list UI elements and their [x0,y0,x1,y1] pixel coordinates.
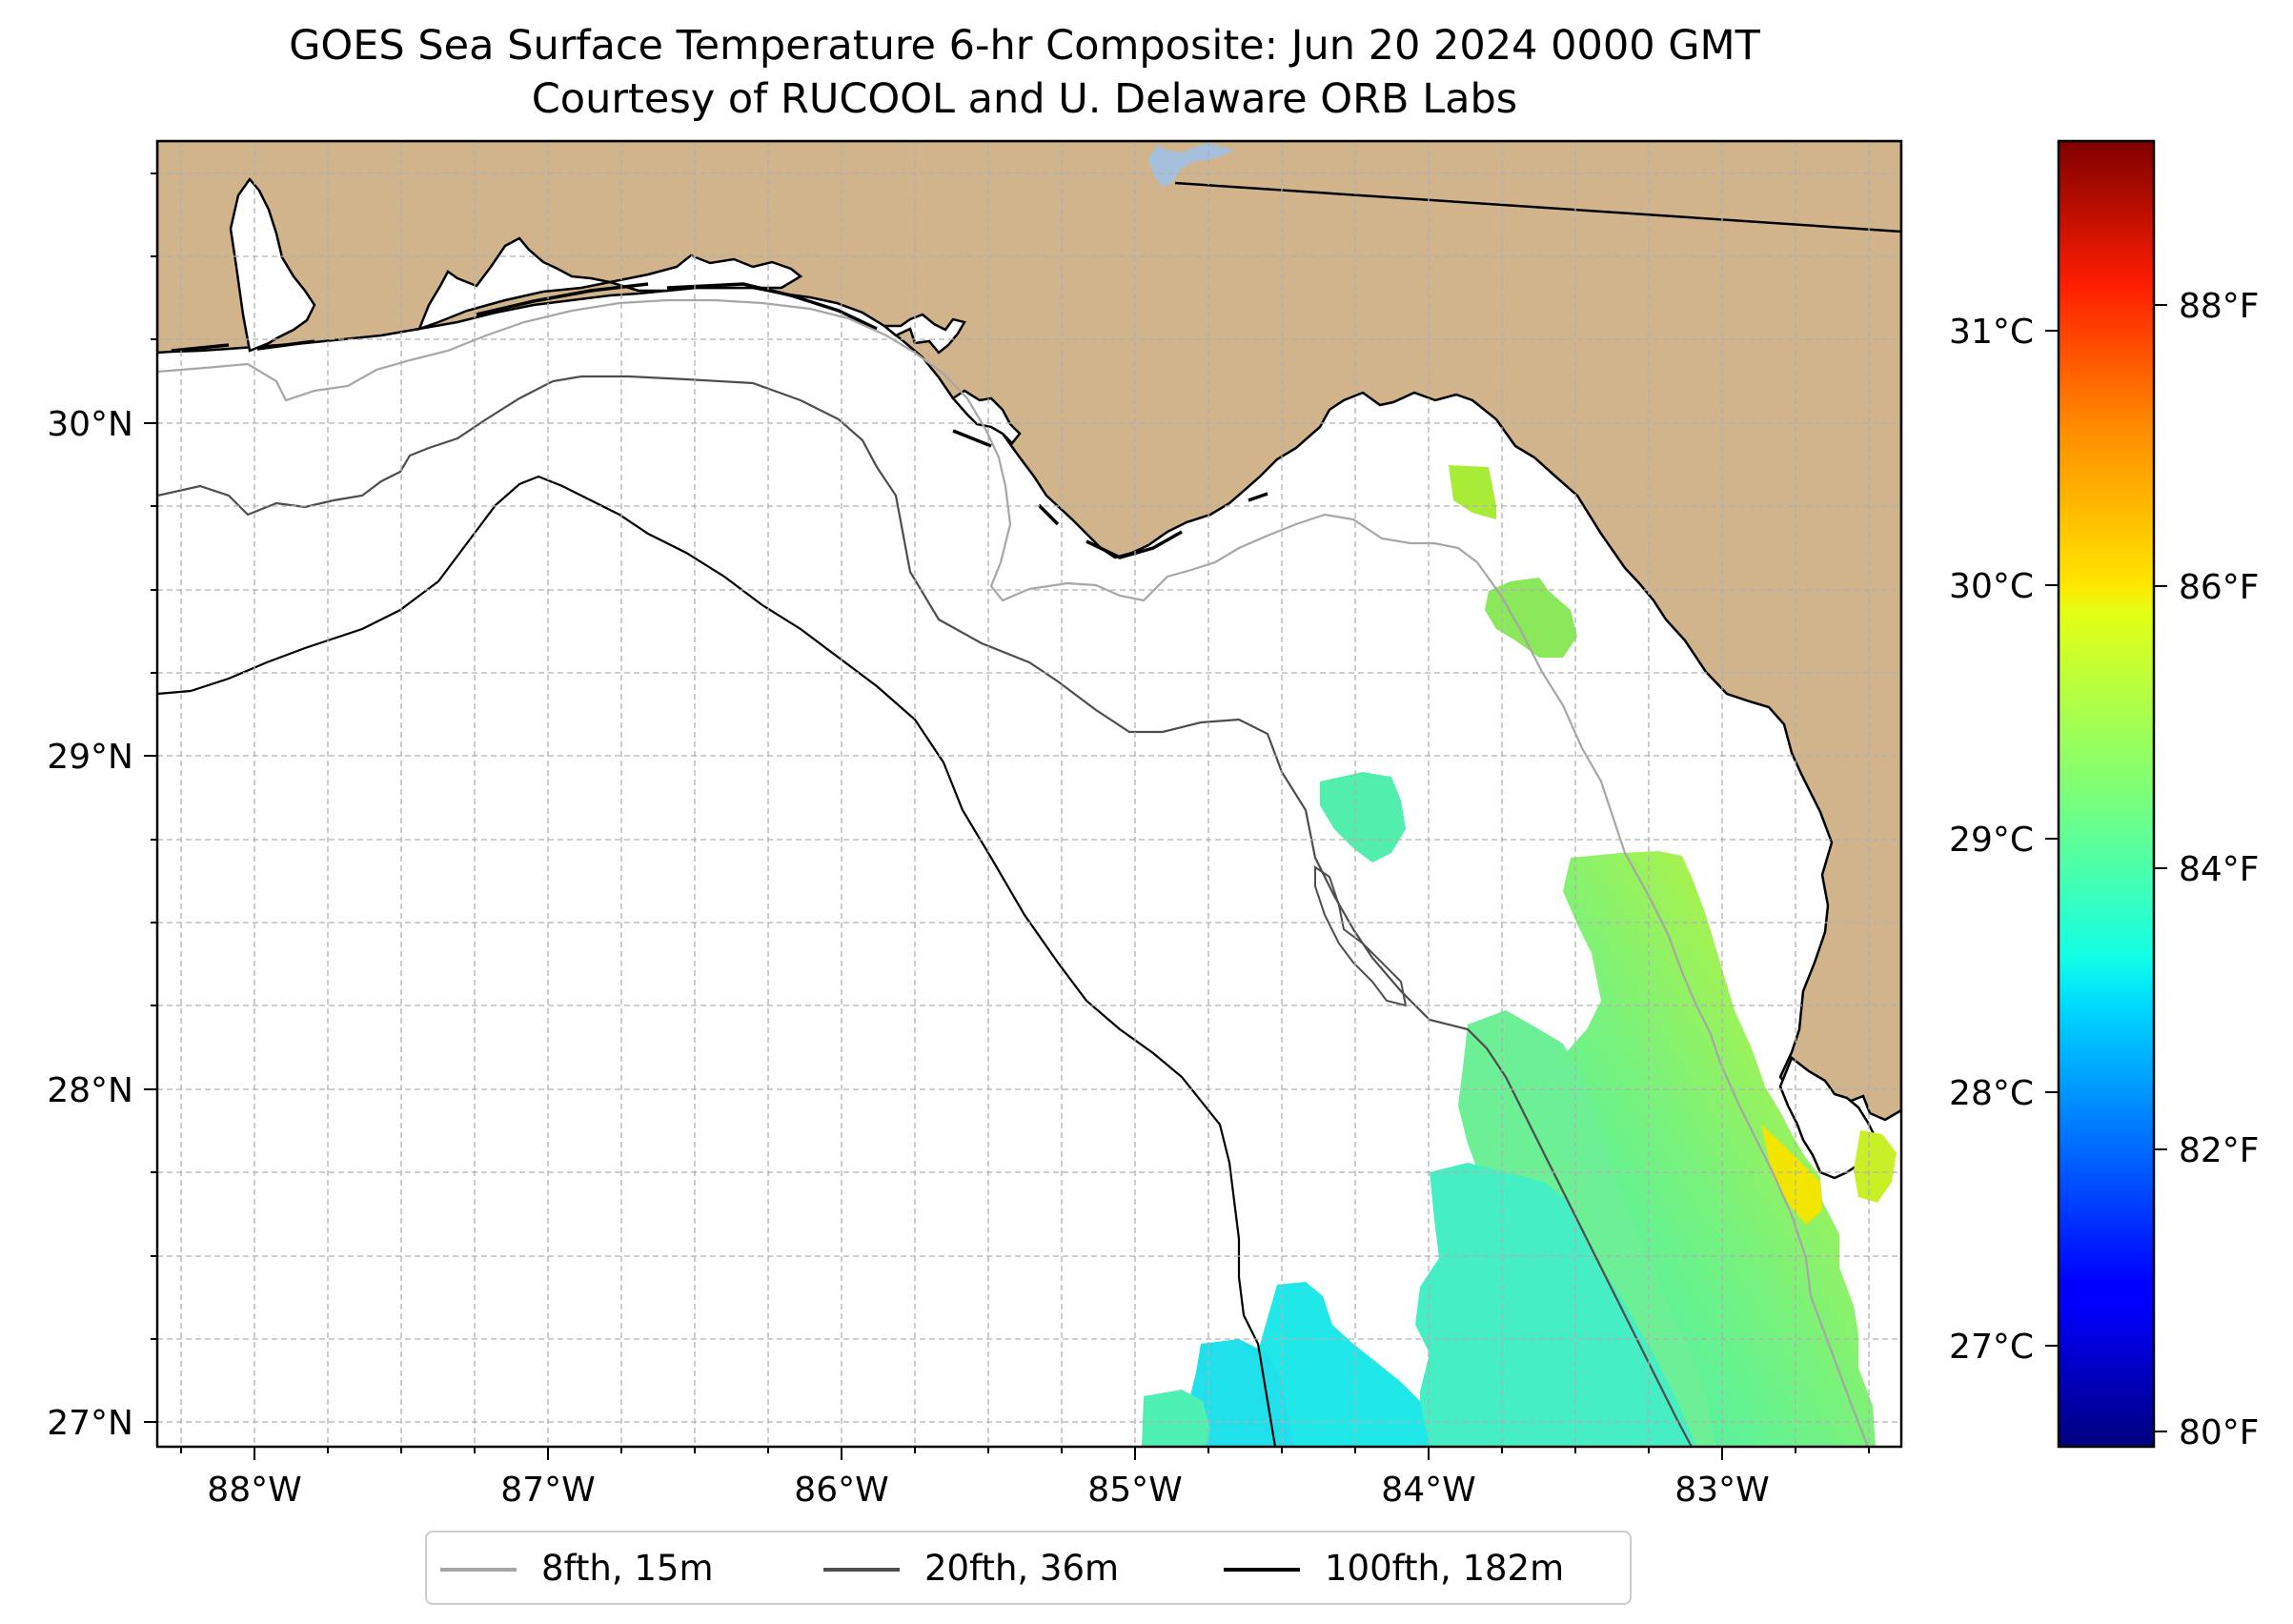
title-line-2: Courtesy of RUCOOL and U. Delaware ORB L… [531,75,1518,123]
colorbar: 27°C 28°C 29°C 30°C 31°C 80°F 82°F 84°F … [1949,139,2260,1452]
mobile-bay [229,176,316,353]
barrier-islands [171,282,1268,559]
lat-label-29: 29°N [47,738,133,777]
colorbar-gradient [2057,139,2156,1449]
legend-swatch-20fth [823,1568,900,1572]
legend-swatch-100fth [1224,1568,1300,1572]
colorbar-label-c-28: 28°C [1949,1074,2034,1113]
colorbar-label-c-29: 29°C [1949,821,2034,860]
colorbar-label-f-88: 88°F [2179,287,2260,326]
choctawhatchee-bay [609,254,803,293]
isobath-20fth [157,375,1693,1447]
lon-label-85: 85°W [1087,1471,1182,1510]
st-andrew-bay [881,313,966,355]
colorbar-label-c-30: 30°C [1949,567,2034,606]
lon-label-84: 84°W [1381,1471,1475,1510]
lat-label-27: 27°N [47,1404,133,1443]
legend-swatch-8fth [440,1568,517,1572]
sst-patches [1142,465,1897,1447]
lake [1148,143,1234,187]
title-line-1: GOES Sea Surface Temperature 6-hr Compos… [289,22,1760,70]
legend-label-100fth: 100fth, 182m [1325,1548,1565,1589]
map-frame [155,139,1903,1449]
colorbar-label-f-80: 80°F [2179,1413,2260,1452]
map-gridlines [157,141,1901,1447]
colorbar-label-f-82: 82°F [2179,1131,2260,1170]
lat-label-28: 28°N [47,1071,133,1110]
colorbar-label-f-86: 86°F [2179,568,2260,607]
chart-title: GOES Sea Surface Temperature 6-hr Compos… [0,19,2049,126]
lon-label-87: 87°W [500,1471,595,1510]
lon-label-86: 86°W [794,1471,888,1510]
isobath-8fth [157,298,1870,1447]
isobath-100fth [157,475,1277,1447]
lat-axis [144,173,157,1423]
lon-axis [180,1447,1870,1460]
colorbar-label-f-84: 84°F [2179,850,2260,889]
lat-label-30: 30°N [47,405,133,444]
legend-label-8fth: 8fth, 15m [541,1548,714,1589]
lon-label-88: 88°W [207,1471,301,1510]
isobath-legend: 8fth, 15m 20fth, 36m 100fth, 182m [425,1531,1632,1605]
pensacola-bay [416,236,611,332]
legend-label-20fth: 20fth, 36m [924,1548,1120,1589]
lon-label-83: 83°W [1674,1471,1769,1510]
state-border [1174,181,1901,233]
colorbar-label-c-31: 31°C [1949,313,2034,352]
colorbar-label-c-27: 27°C [1949,1328,2034,1367]
